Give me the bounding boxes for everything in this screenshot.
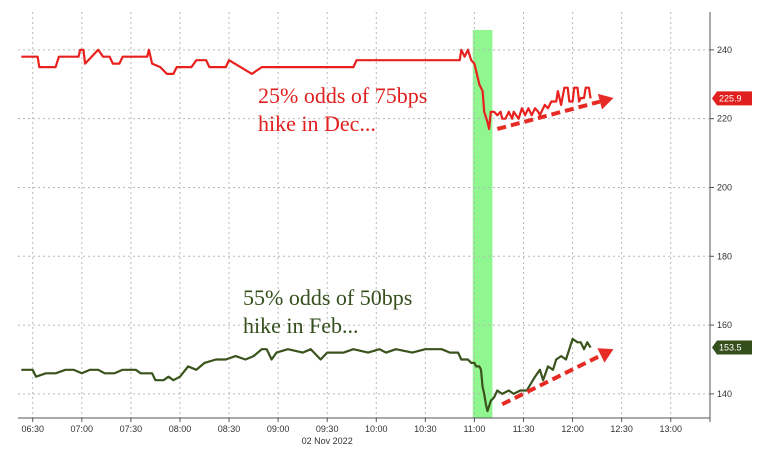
trend-arrow-shaft — [501, 353, 602, 407]
trend-arrow-head — [597, 93, 614, 110]
y-tick-label: 160 — [717, 320, 732, 330]
y-tick-label: 140 — [717, 389, 732, 399]
x-tick-label: 11:00 — [463, 424, 485, 434]
gridlines — [18, 12, 710, 418]
x-tick-label: 12:00 — [561, 424, 584, 434]
last-value-badge — [712, 340, 752, 355]
annotations: 25% odds of 75bps hike in Dec... 55% odds … — [243, 83, 427, 338]
annotation-text: hike in Dec... — [258, 111, 376, 136]
x-tick-label: 06:30 — [21, 424, 44, 434]
series-line-1 — [21, 48, 592, 131]
trend-arrow-shaft — [496, 99, 601, 131]
x-tick-label: 10:30 — [414, 424, 437, 434]
last-value-labels: 225.9 153.5 — [712, 91, 752, 355]
x-tick-label: 08:00 — [169, 424, 192, 434]
x-tick-label: 11:30 — [513, 424, 535, 434]
x-tick-label: 07:00 — [71, 424, 94, 434]
last-value-label: 153.5 — [719, 342, 742, 352]
annotation-text: hike in Feb... — [243, 313, 359, 338]
x-tick-label: 10:00 — [365, 424, 388, 434]
x-tick-label: 08:30 — [218, 424, 241, 434]
x-tick-label: 13:00 — [659, 424, 682, 434]
series-lines — [21, 48, 592, 413]
trend-arrow-head — [597, 348, 614, 363]
y-tick-label: 220 — [717, 114, 732, 124]
last-value-badge — [712, 91, 752, 106]
y-tick-label: 200 — [717, 182, 732, 192]
series-line-2 — [21, 337, 592, 413]
y-tick-label: 180 — [717, 251, 732, 261]
x-tick-label: 09:30 — [316, 424, 339, 434]
annotation-text: 25% odds of 75bps — [258, 83, 427, 108]
annotation-text: 55% odds of 50bps — [243, 285, 412, 310]
x-tick-label: 07:30 — [120, 424, 143, 434]
x-tick-label: 09:00 — [267, 424, 290, 434]
y-tick-label: 240 — [717, 45, 732, 55]
date-label: 02 Nov 2022 — [302, 436, 353, 446]
axes: 140 160 180 200 220 240 06:30 07:00 07:30 08:00 08… — [18, 12, 732, 434]
trend-arrows — [496, 93, 614, 407]
highlight-band — [472, 30, 493, 418]
highlight-region — [472, 30, 493, 418]
last-value-label: 225.9 — [719, 93, 742, 103]
x-tick-label: 12:30 — [610, 424, 633, 434]
